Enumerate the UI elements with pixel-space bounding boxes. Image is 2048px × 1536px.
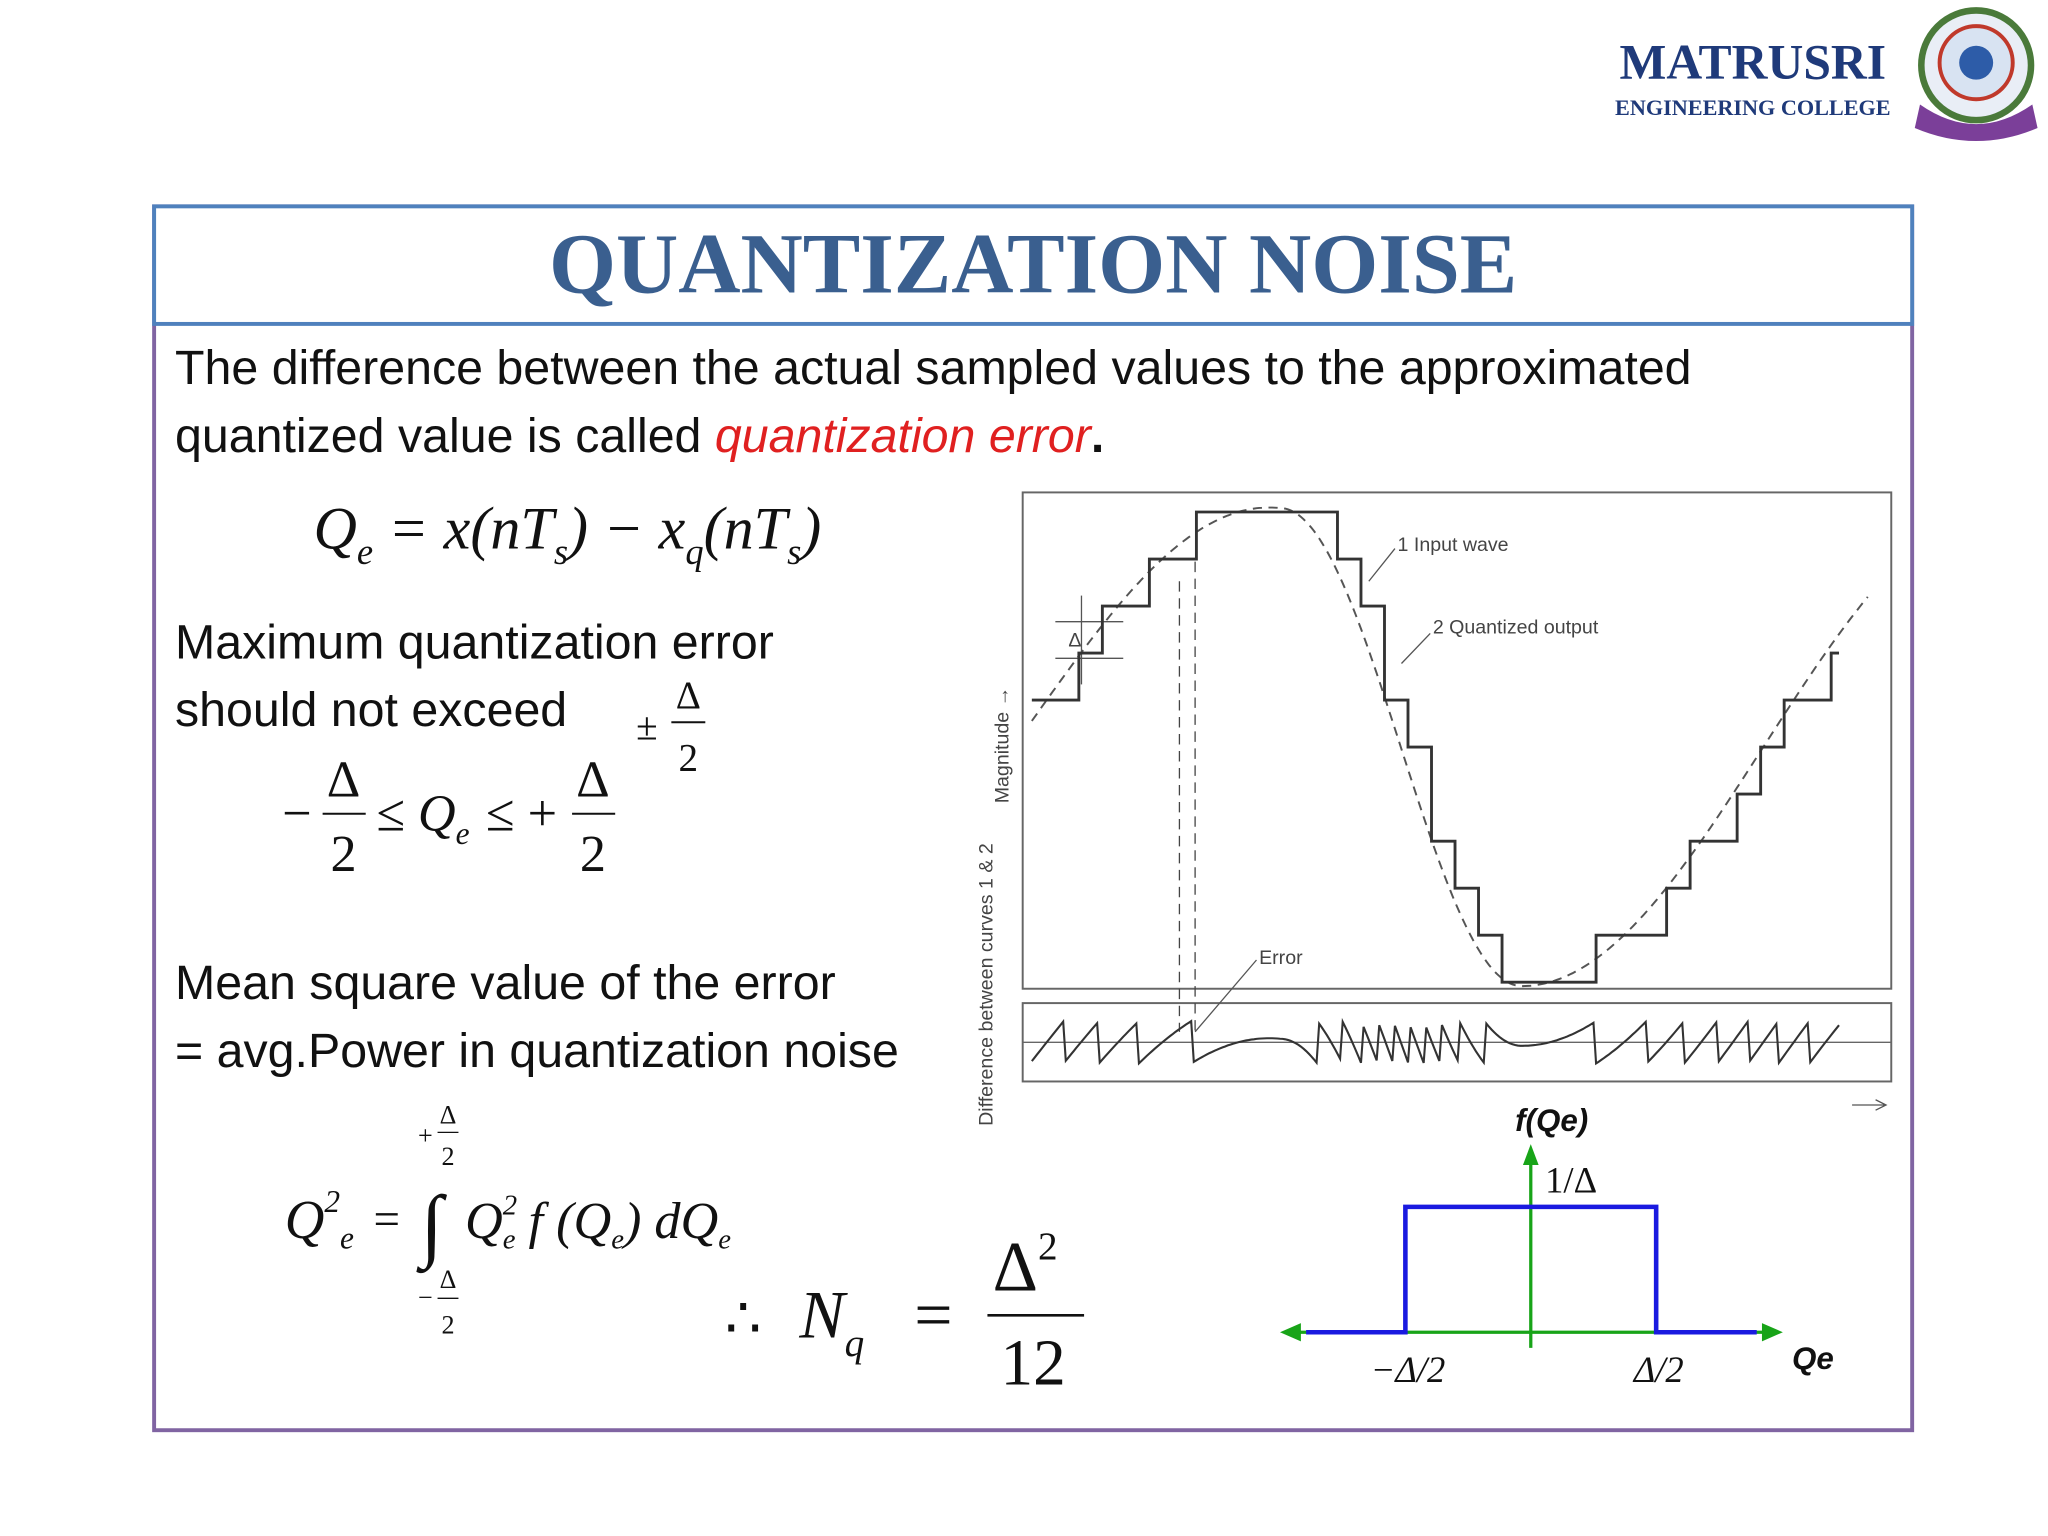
inequality: − Δ 2 ≤ Qe ≤ + Δ 2 — [282, 751, 616, 883]
mean-square-line: = avg.Power in quantization noise — [175, 1024, 899, 1078]
slide-title: QUANTIZATION NOISE — [549, 216, 1517, 312]
formula-part: Q — [465, 1192, 503, 1250]
axis-arrow — [1522, 1144, 1539, 1166]
pdf-curve — [1306, 1204, 1757, 1335]
intro-line: quantized value is called quantization e… — [175, 409, 1104, 463]
input-wave — [1031, 506, 1869, 988]
limit-den: 2 — [441, 1142, 454, 1171]
pointer — [1368, 548, 1396, 582]
limit-num: Δ — [440, 1265, 457, 1294]
x-label: Qe — [1792, 1341, 1834, 1376]
integral-formula: Q2e = ∫ + Δ 2 − Δ 2 Q2 e f (Qe) dQe — [285, 1100, 732, 1339]
formula-part: ≤ Q — [376, 785, 455, 843]
limit-den: 2 — [441, 1311, 454, 1340]
ineq-sign: ≤ + — [486, 785, 557, 843]
formula-sub: q — [845, 1322, 865, 1365]
result-formula: ∴ Nq = Δ2 12 — [725, 1225, 1085, 1399]
wave-frame — [1021, 491, 1893, 990]
result-num: Δ2 — [993, 1225, 1058, 1306]
limit-num: Δ — [440, 1100, 457, 1129]
intro-line: The difference between the actual sample… — [175, 341, 1692, 395]
error-axis-label: Difference between curves 1 & 2 — [976, 843, 998, 1126]
formula-sub: e — [456, 816, 470, 851]
ineq-middle: ≤ Qe — [376, 785, 469, 851]
ineq-den: 2 — [580, 825, 606, 883]
height-label: 1/Δ — [1545, 1159, 1597, 1200]
quantized-output — [1031, 510, 1840, 984]
bound-sign: ± — [636, 705, 658, 748]
integrand: Q2 e f (Qe) dQe — [465, 1190, 731, 1256]
formula-sup: 2 — [1038, 1225, 1058, 1268]
intro-end: . — [1091, 409, 1104, 463]
max-error-line: Maximum quantization error — [175, 615, 774, 669]
pointer — [1194, 959, 1257, 1033]
logo-emblem — [1914, 7, 2038, 142]
mean-square-line: Mean square value of the error — [175, 956, 836, 1010]
formula-sub: e — [503, 1224, 516, 1256]
formula-sub: s — [787, 531, 801, 572]
integral-symbol: ∫ — [416, 1179, 448, 1273]
error-label: Error — [1259, 947, 1303, 969]
formula-part: = x(nT — [373, 495, 557, 562]
ineq-den: 2 — [330, 825, 356, 883]
formula-part: (nT — [704, 495, 791, 562]
formula-sub: e — [718, 1224, 731, 1256]
result-den: 12 — [1000, 1327, 1065, 1399]
formula-sup: 2 — [324, 1184, 340, 1219]
formula-sub: e — [611, 1224, 624, 1256]
formula-part: N — [798, 1276, 848, 1352]
limit-sign: − — [418, 1283, 433, 1312]
left-label: −Δ/2 — [1371, 1349, 1446, 1390]
result-therefore: ∴ — [725, 1287, 762, 1350]
y-axis-label: Magnitude → — [991, 687, 1013, 803]
formula-sub: s — [554, 531, 568, 572]
bound-den: 2 — [679, 737, 699, 780]
formula-sub: e — [340, 1221, 354, 1256]
intro-emphasis: quantization error — [715, 409, 1093, 463]
formula-sub: q — [685, 531, 703, 572]
intro-text: quantized value is called — [175, 409, 715, 463]
error-wave — [1031, 1017, 1840, 1066]
formula-part: ) − x — [565, 495, 686, 562]
logo-name: MATRUSRI — [1620, 34, 1887, 89]
time-arrow — [1852, 1099, 1888, 1111]
pdf-title: f(Qe) — [1515, 1103, 1588, 1138]
result-eq: = — [914, 1276, 952, 1352]
result-lhs: Nq — [798, 1276, 864, 1364]
step-label: Δ — [1068, 630, 1081, 652]
pdf-plot: f(Qe) 1/Δ −Δ/2 Δ/2 Qe — [1280, 1103, 1834, 1390]
max-error-line: should not exceed — [175, 683, 567, 737]
formula-part: Δ — [993, 1228, 1038, 1306]
formula-sup: 2 — [503, 1190, 517, 1222]
ineq-num: Δ — [327, 751, 361, 809]
limit-sign: + — [418, 1121, 433, 1150]
formula-part: ) — [798, 495, 821, 562]
title-band — [152, 204, 1915, 326]
formula-part: Q — [285, 1189, 325, 1250]
formula-part: Q — [313, 495, 356, 562]
bound-num: Δ — [676, 674, 701, 717]
error-formula: Qe = x(nTs) − xq(nTs) — [313, 495, 821, 573]
ineq-num: Δ — [576, 751, 610, 809]
right-label: Δ/2 — [1632, 1349, 1684, 1390]
ineq-sign: − — [282, 785, 311, 843]
formula-part: f (Q — [515, 1192, 611, 1250]
integral-lhs: Q2e — [285, 1184, 354, 1256]
formula-sub: e — [357, 531, 373, 572]
input-label: 1 Input wave — [1398, 534, 1509, 556]
pointer — [1400, 633, 1431, 664]
output-label: 2 Quantized output — [1433, 616, 1599, 638]
integral-eq: = — [374, 1193, 401, 1245]
formula-part: ) dQ — [621, 1192, 718, 1250]
logo-subtitle: ENGINEERING COLLEGE — [1615, 95, 1891, 120]
waveform-figure: 1 Input wave 2 Quantized output Δ Magnit… — [976, 491, 1893, 1126]
